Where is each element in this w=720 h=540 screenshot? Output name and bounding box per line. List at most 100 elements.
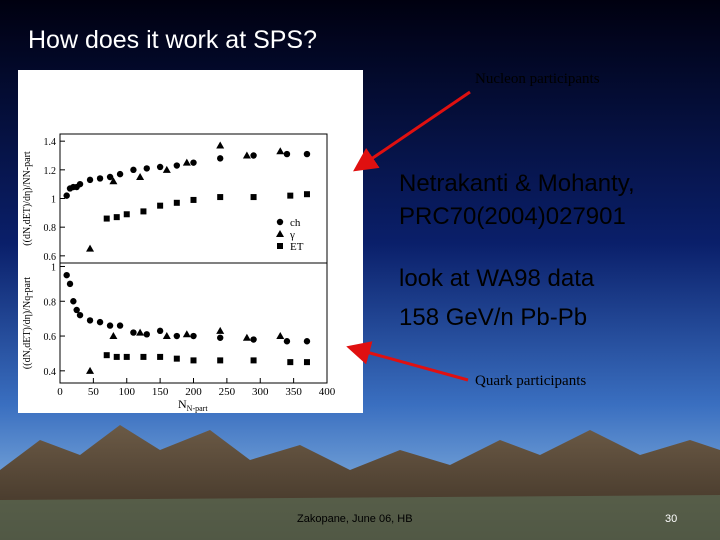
y-tick-label: 1 — [51, 262, 56, 273]
point — [157, 202, 164, 209]
point — [70, 298, 77, 305]
point — [116, 322, 124, 329]
x-tick-label: 150 — [152, 386, 169, 398]
point — [130, 166, 137, 174]
point — [173, 199, 180, 206]
point — [287, 192, 294, 199]
point — [157, 353, 164, 360]
y-tick-label: 1 — [51, 195, 56, 206]
point — [143, 165, 150, 172]
point — [242, 333, 251, 341]
point — [113, 214, 120, 221]
point — [140, 208, 147, 215]
legend-marker — [277, 243, 283, 249]
point — [130, 329, 137, 336]
point — [76, 180, 84, 188]
point — [136, 328, 145, 336]
text-line: Netrakanti & Mohanty, — [399, 170, 635, 197]
legend-label: ET — [290, 241, 304, 253]
point — [136, 173, 145, 180]
point — [109, 177, 118, 185]
point — [173, 332, 181, 340]
figure-panel — [18, 70, 363, 413]
point — [103, 352, 110, 359]
point — [216, 141, 225, 149]
point — [123, 211, 130, 218]
point — [217, 155, 224, 162]
point — [86, 317, 94, 324]
point — [156, 163, 164, 171]
point — [303, 359, 310, 366]
x-tick-label: 350 — [285, 386, 302, 398]
point — [173, 355, 180, 362]
point — [216, 326, 225, 334]
footer-text: Zakopane, June 06, HB — [297, 513, 413, 525]
point — [287, 359, 294, 366]
point — [109, 332, 118, 340]
point — [86, 366, 95, 374]
point — [276, 332, 285, 340]
point — [217, 357, 224, 364]
x-tick-label: 0 — [57, 386, 63, 398]
y-tick-label: 0.4 — [44, 367, 57, 378]
annotation: Quark participants — [475, 373, 586, 389]
point — [76, 311, 84, 319]
point — [103, 215, 110, 222]
text-line: PRC70(2004)027901 — [399, 203, 626, 230]
point — [250, 357, 257, 364]
point — [190, 357, 197, 364]
legend-marker — [276, 230, 284, 237]
point — [96, 175, 104, 182]
y-axis-label: ((dN,dET)/dη)/Nq-part — [22, 277, 33, 369]
point — [182, 330, 191, 338]
point — [283, 150, 291, 158]
legend-marker — [276, 218, 284, 226]
point — [73, 306, 80, 314]
point — [106, 173, 114, 181]
point — [123, 353, 130, 360]
point — [63, 271, 70, 279]
point — [190, 332, 197, 340]
point — [116, 170, 124, 178]
x-axis-label: NN-part — [178, 397, 208, 413]
point — [250, 336, 257, 343]
point — [156, 327, 164, 335]
y-tick-label: 0.6 — [44, 332, 57, 343]
page-number: 30 — [665, 513, 677, 525]
text-line: look at WA98 data — [399, 265, 595, 292]
y-tick-label: 1.4 — [44, 137, 57, 148]
annotation: Nucleon participants — [475, 71, 600, 87]
point — [276, 147, 285, 155]
point — [162, 165, 171, 173]
x-tick-label: 100 — [119, 386, 136, 398]
point — [303, 338, 311, 345]
plain — [0, 495, 720, 540]
x-tick-label: 400 — [319, 386, 336, 398]
point — [113, 353, 120, 360]
point — [106, 322, 114, 329]
point — [283, 338, 291, 345]
point — [173, 162, 181, 169]
point — [140, 353, 147, 360]
point — [162, 332, 171, 340]
point — [303, 191, 310, 198]
x-axis-label-main: N — [178, 397, 187, 411]
y-axis-label: ((dN,dET)/dη)/NN-part — [22, 151, 33, 246]
x-tick-label: 300 — [252, 386, 269, 398]
y-tick-label: 0.8 — [44, 297, 57, 308]
point — [96, 318, 104, 326]
point — [217, 334, 224, 341]
point — [86, 176, 94, 184]
point — [63, 192, 70, 199]
x-axis-label-sub: N-part — [187, 404, 209, 413]
point — [190, 159, 197, 166]
point — [242, 151, 251, 159]
point — [66, 280, 74, 288]
point — [250, 152, 257, 159]
point — [182, 158, 191, 166]
text-line: 158 GeV/n Pb-Pb — [399, 304, 587, 331]
point — [143, 331, 150, 338]
